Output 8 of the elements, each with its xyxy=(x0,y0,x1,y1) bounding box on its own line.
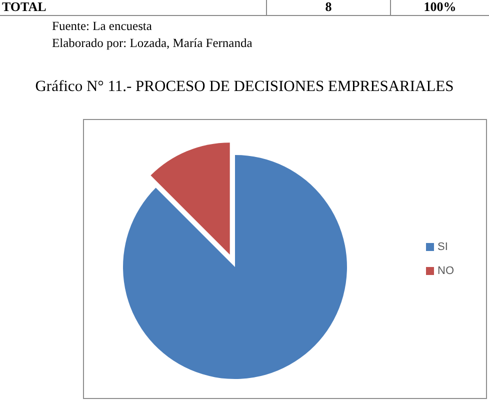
source-note: Fuente: La encuesta xyxy=(52,19,152,33)
text: Elaborado por: Lozada, María Fernanda xyxy=(52,36,252,50)
legend-label: NO xyxy=(438,265,454,277)
chart-title: Gráfico N° 11.- PROCESO DE DECISIONES EMPRESARIALES xyxy=(35,78,454,95)
text: 8 xyxy=(325,0,332,14)
text: TOTAL xyxy=(2,0,46,14)
text: 100% xyxy=(424,0,456,14)
legend-label: SI xyxy=(438,241,448,253)
